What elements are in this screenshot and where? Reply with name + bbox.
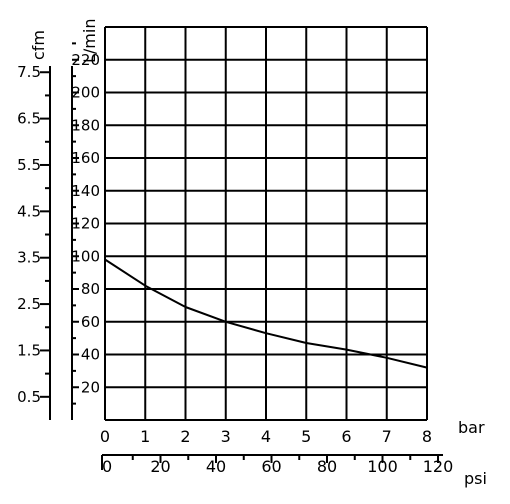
bar-tick-label: 3: [221, 427, 231, 446]
bar-tick-label: 5: [301, 427, 311, 446]
bar-tick-label: 0: [100, 427, 110, 446]
lmin-tick-label: 160: [71, 149, 100, 167]
cfm-tick-label: 4.5: [17, 202, 41, 220]
lmin-tick-label: 60: [81, 313, 100, 331]
lmin-tick-label: 80: [81, 280, 100, 298]
lmin-tick-label: 140: [71, 182, 100, 200]
bar-tick-label: 6: [341, 427, 351, 446]
bar-tick-label: 8: [422, 427, 432, 446]
psi-tick-label: 80: [317, 457, 337, 476]
lmin-unit-label: L/min: [80, 19, 99, 63]
bar-tick-label: 7: [382, 427, 392, 446]
psi-tick-label: 20: [150, 457, 170, 476]
axes: [40, 42, 444, 470]
bar-unit-label: bar: [458, 418, 485, 437]
tick-labels: 204060801001201401601802002200.51.52.53.…: [17, 19, 487, 488]
series-marks: [104, 258, 428, 369]
cfm-unit-label: cfm: [29, 30, 48, 60]
lmin-tick-label: 120: [71, 215, 100, 233]
bar-tick-label: 2: [180, 427, 190, 446]
cfm-tick-label: 5.5: [17, 156, 41, 174]
psi-tick-label: 0: [102, 457, 112, 476]
bar-tick-label: 4: [261, 427, 271, 446]
cfm-tick-label: 2.5: [17, 295, 41, 313]
cfm-tick-label: 1.5: [17, 341, 41, 359]
lmin-tick-label: 20: [81, 378, 100, 396]
psi-tick-label: 40: [206, 457, 226, 476]
plot-grid: [104, 26, 428, 421]
lmin-tick-label: 180: [71, 116, 100, 134]
psi-tick-label: 60: [261, 457, 281, 476]
cfm-tick-label: 3.5: [17, 249, 41, 267]
lmin-tick-label: 220: [71, 51, 100, 69]
bar-tick-label: 1: [140, 427, 150, 446]
psi-tick-label: 120: [423, 457, 454, 476]
cfm-tick-label: 7.5: [17, 63, 41, 81]
lmin-tick-label: 200: [71, 84, 100, 102]
flow-curve: [104, 258, 428, 369]
cfm-tick-label: 6.5: [17, 110, 41, 128]
lmin-tick-label: 100: [71, 247, 100, 265]
lmin-tick-label: 40: [81, 346, 100, 364]
cfm-tick-label: 0.5: [17, 388, 41, 406]
psi-unit-label: psi: [464, 469, 487, 488]
psi-tick-label: 100: [367, 457, 398, 476]
